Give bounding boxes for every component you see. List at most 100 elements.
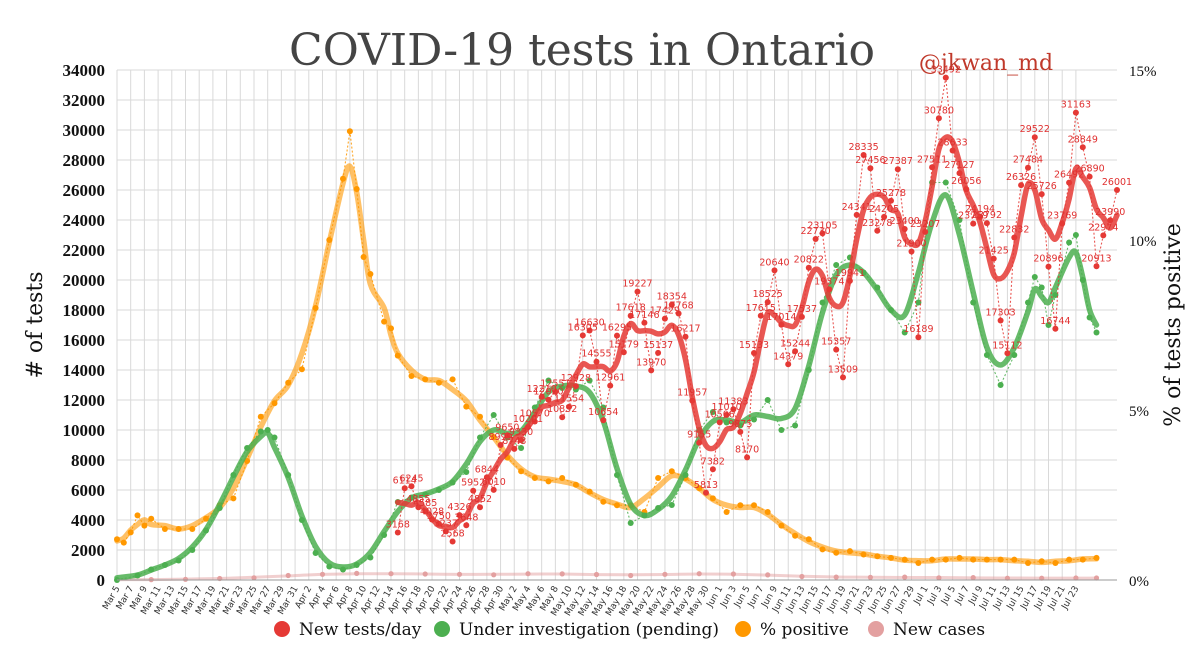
series-1-point: [531, 404, 538, 411]
legend-label: Under investigation (pending): [459, 620, 719, 640]
series-0-point: [408, 483, 415, 490]
series-3-point: [765, 572, 771, 578]
series-1-point: [264, 427, 271, 433]
new-tests-data-label: 16295: [602, 323, 632, 334]
series-0-point: [401, 485, 408, 492]
series-0-point: [819, 230, 826, 237]
new-tests-data-label: 27127: [944, 160, 974, 171]
new-tests-data-label: 14379: [773, 351, 803, 362]
series-0-point: [867, 165, 874, 172]
new-tests-data-label: 17615: [746, 303, 776, 314]
new-tests-data-label: 3648: [454, 512, 478, 523]
series-1-point: [559, 385, 566, 391]
series-0-point: [963, 186, 970, 193]
new-tests-data-label: 18354: [657, 292, 687, 303]
series-1-point: [915, 299, 922, 306]
series-0-point: [1072, 109, 1079, 116]
series-1-point: [764, 397, 771, 403]
new-tests-data-label: 19374: [814, 276, 844, 287]
series-0-point: [456, 512, 463, 519]
series-2-point: [360, 254, 367, 260]
new-tests-data-label: 15133: [739, 340, 769, 351]
y-tick-label: 16000: [63, 331, 106, 350]
y-tick-label: 32000: [63, 91, 106, 110]
legend-swatch: [735, 621, 751, 637]
series-3-point: [319, 571, 326, 577]
series-1-point: [189, 547, 196, 553]
new-tests-data-label: 26890: [1074, 164, 1104, 175]
series-0-point: [1086, 173, 1093, 180]
new-tests-data-label: 9650: [495, 422, 519, 433]
series-1-point: [586, 377, 593, 384]
series-1-point: [874, 284, 881, 291]
new-tests-data-label: 15137: [643, 340, 673, 351]
series-3-point: [559, 571, 565, 577]
series-1-point: [312, 550, 319, 556]
y-tick-label: 20000: [63, 271, 106, 290]
series-1-point: [449, 479, 456, 486]
series-0-point: [1031, 134, 1038, 141]
new-tests-data-label: 5952: [461, 478, 485, 489]
series-1-point: [641, 512, 648, 519]
new-tests-data-label: 12551: [540, 379, 570, 390]
series-2-point: [257, 413, 264, 420]
new-tests-data-label: 22974: [1088, 222, 1118, 233]
series-0-point: [942, 74, 949, 81]
x-tick-label: Jul 1: [912, 585, 931, 608]
new-tests-data-label: 17146: [629, 310, 659, 321]
y-tick-label: 0: [97, 571, 106, 590]
series-0-point: [531, 418, 538, 425]
series-0-point: [1045, 263, 1052, 270]
new-tests-data-label: 16217: [670, 324, 700, 335]
series-2-point: [559, 475, 566, 481]
new-tests-data-label: 15112: [992, 340, 1022, 351]
series-0-point: [929, 164, 936, 171]
y-tick-label: 34000: [63, 61, 106, 80]
series-0-point: [778, 321, 785, 328]
series-1-point: [778, 427, 785, 433]
series-2-point: [655, 475, 662, 481]
series-0-point: [696, 439, 703, 446]
series-0-point: [1025, 164, 1031, 171]
series-0-point: [511, 445, 518, 452]
series-3-point: [662, 571, 668, 577]
series-0-point: [983, 220, 990, 227]
new-tests-data-label: 17618: [616, 303, 646, 314]
series-0-point: [805, 264, 812, 271]
y-tick-label: 2000: [71, 541, 105, 560]
series-0-point: [1079, 144, 1086, 151]
new-tests-data-label: 4326: [447, 502, 471, 513]
series-0-point: [614, 332, 620, 339]
series-3-point: [833, 574, 839, 580]
series-1: [114, 179, 1100, 583]
series-0-point: [935, 115, 942, 122]
series-2-point: [394, 352, 401, 359]
series-0-point: [634, 288, 641, 295]
series-0-point: [627, 312, 634, 319]
series-2-point: [340, 175, 346, 182]
series-0-point: [785, 361, 792, 368]
series-2-point: [367, 271, 374, 277]
series-1-point: [709, 409, 716, 415]
series-2-point: [449, 376, 456, 383]
series-1-point: [340, 566, 346, 573]
series-0-point: [949, 147, 956, 154]
series-0-point: [812, 236, 819, 242]
new-tests-data-label: 16744: [1040, 316, 1070, 327]
series-1-point: [1052, 292, 1059, 298]
series-1-point: [367, 554, 374, 561]
series-2-point: [614, 502, 620, 509]
series-0-point: [470, 487, 477, 494]
series-1-point: [175, 557, 182, 564]
series-1-point: [888, 307, 894, 313]
legend-swatch: [868, 621, 884, 637]
new-tests-data-label: 20822: [794, 255, 824, 266]
series-2-point: [353, 186, 360, 192]
y-tick-label: 10000: [63, 421, 106, 440]
new-tests-data-label: 8743: [502, 436, 526, 447]
new-tests-data-label: 17303: [985, 308, 1015, 319]
new-tests-data-label: 19227: [622, 279, 652, 290]
y-tick-label: 28000: [63, 151, 106, 170]
y2-tick-label: 0%: [1129, 574, 1149, 590]
series-2-point: [298, 366, 305, 373]
